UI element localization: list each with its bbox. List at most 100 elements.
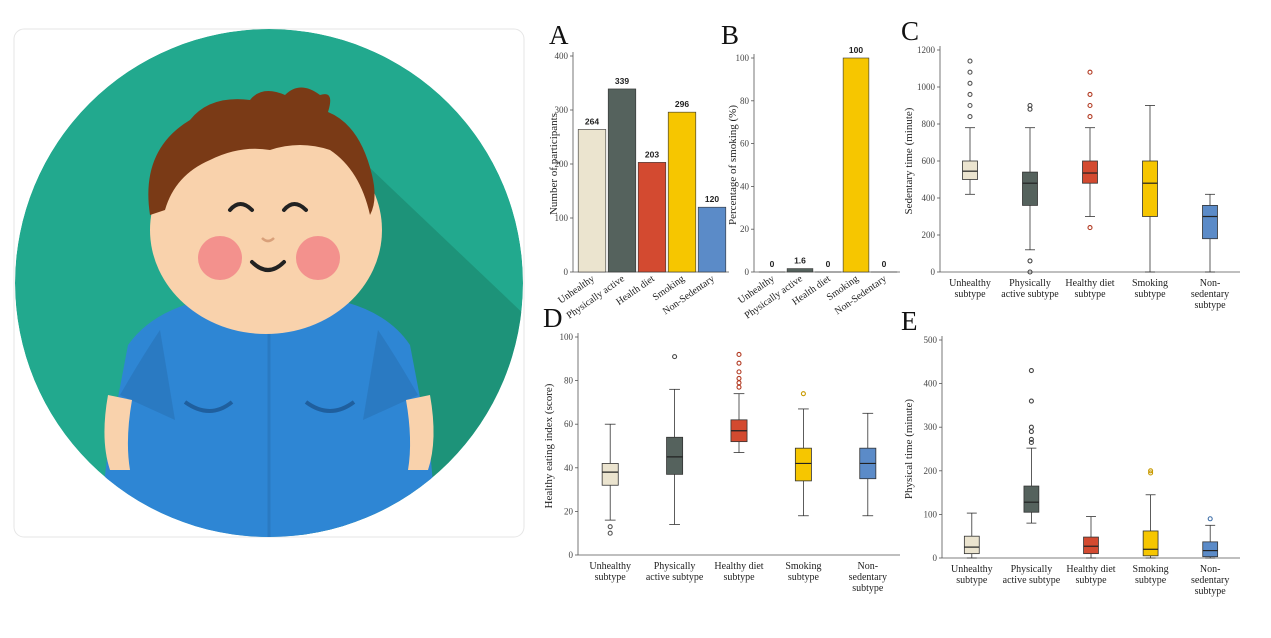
outlier-C-1-1	[1027, 269, 1033, 275]
y-tick-label-E: 100	[924, 509, 938, 519]
outlier-D-0-1	[607, 524, 613, 530]
y-tick-label-B: 80	[740, 96, 750, 106]
x-tick-label-E-1: Physically active subtype	[1003, 564, 1061, 586]
y-tick-label-A: 300	[555, 105, 569, 115]
data-label-A-1: 339	[615, 76, 629, 86]
y-tick-label-C: 800	[922, 119, 936, 129]
y-axis-label-A: Number of participants	[548, 113, 560, 215]
y-tick-label-A: 0	[564, 267, 569, 277]
y-tick-label-B: 0	[745, 267, 750, 277]
y-tick-label-B: 40	[740, 181, 750, 191]
outlier-C-0-5	[967, 58, 973, 64]
x-tick-label-C-2: Healthy diet subtype	[1065, 278, 1114, 300]
y-tick-label-C: 1200	[917, 45, 936, 55]
y-tick-label-E: 500	[924, 335, 938, 345]
outlier-C-0-3	[967, 80, 973, 86]
y-tick-label-C: 1000	[917, 82, 936, 92]
box-D-0	[601, 463, 619, 486]
outlier-D-2-4	[736, 360, 742, 366]
box-D-1	[666, 436, 684, 475]
y-tick-label-A: 200	[555, 159, 569, 169]
boy-character-icon	[13, 28, 525, 538]
y-tick-label-B: 100	[736, 53, 750, 63]
outlier-E-1-1	[1028, 436, 1034, 442]
y-axis-label-E: Physical time (minute)	[903, 399, 915, 500]
box-C-2	[1082, 160, 1098, 184]
data-label-A-0: 264	[585, 116, 599, 126]
y-tick-label-A: 400	[555, 51, 569, 61]
panel-letter-A: A	[549, 20, 569, 50]
panel-letter-C: C	[901, 16, 919, 46]
outlier-E-1-4	[1028, 398, 1034, 404]
data-label-B-4: 0	[882, 259, 887, 269]
box-E-4	[1202, 541, 1219, 558]
y-tick-label-D: 80	[564, 376, 574, 386]
outlier-C-1-0	[1027, 258, 1033, 264]
data-label-A-3: 296	[675, 99, 689, 109]
y-tick-label-D: 0	[569, 550, 574, 560]
bar-A-4	[697, 206, 727, 273]
y-tick-label-D: 60	[564, 419, 574, 429]
box-E-2	[1083, 536, 1099, 555]
y-tick-label-E: 0	[933, 553, 938, 563]
outlier-E-1-3	[1028, 424, 1034, 430]
panel-letter-B: B	[721, 20, 739, 50]
outlier-C-2-3	[1087, 91, 1093, 97]
y-tick-label-E: 300	[924, 422, 938, 432]
outlier-E-1-0	[1028, 439, 1034, 446]
outlier-D-2-2	[736, 375, 742, 381]
y-tick-label-E: 200	[924, 466, 938, 476]
x-tick-label-D-3: Smoking subtype	[785, 561, 821, 583]
data-label-B-3: 100	[849, 45, 863, 55]
panel-E: 0 100 200 300 400 500 Physical time (minute) E U…	[901, 306, 1240, 597]
outlier-C-1-3	[1027, 106, 1033, 112]
y-axis-label-C: Sedentary time (minute)	[903, 107, 915, 214]
outlier-C-2-1	[1087, 114, 1093, 120]
data-label-A-2: 203	[645, 149, 659, 159]
y-tick-label-D: 40	[564, 463, 574, 473]
data-label-B-0: 0	[770, 259, 775, 269]
y-tick-label-A: 100	[555, 213, 569, 223]
box-C-0	[962, 160, 978, 180]
y-tick-label-E: 400	[924, 379, 938, 389]
box-C-1	[1022, 171, 1038, 206]
outlier-C-2-4	[1087, 69, 1093, 75]
x-tick-label-A-4: Non-Sedentary	[661, 273, 717, 317]
outlier-E-3-0	[1148, 470, 1154, 476]
y-tick-label-C: 200	[922, 230, 936, 240]
outlier-D-2-0	[736, 384, 742, 390]
outlier-D-2-1	[736, 380, 742, 386]
y-tick-label-B: 60	[740, 139, 750, 149]
panel-C: 0 200 400 600 800 1000 1200 Sedentary time (min…	[901, 16, 1240, 311]
box-C-4	[1202, 204, 1218, 240]
outlier-E-1-2	[1028, 429, 1034, 435]
x-tick-label-E-4: Non-sedentary subtype	[1191, 564, 1229, 597]
x-tick-label-D-1: Physically active subtype	[646, 561, 704, 583]
bar-B-1	[786, 268, 814, 273]
outlier-D-0-0	[607, 530, 613, 536]
x-tick-label-C-0: Unhealthy subtype	[949, 278, 991, 300]
outlier-C-2-2	[1087, 102, 1093, 109]
data-label-A-4: 120	[705, 194, 719, 204]
y-axis-label-B: Percentage of smoking (%)	[727, 105, 739, 225]
outlier-E-1-5	[1028, 367, 1034, 374]
x-tick-label-E-3: Smoking subtype	[1133, 564, 1169, 586]
x-tick-label-E-0: Unhealthy subtype	[951, 564, 993, 586]
bar-A-2	[637, 162, 667, 273]
y-tick-label-D: 20	[564, 506, 574, 516]
panel-letter-D: D	[543, 303, 563, 333]
illustration-disc	[15, 29, 523, 537]
outlier-D-2-5	[736, 351, 742, 357]
box-E-0	[963, 535, 980, 555]
box-E-3	[1142, 530, 1159, 557]
x-tick-label-D-4: Non-sedentary subtype	[849, 561, 887, 594]
x-tick-label-C-1: Physically active subtype	[1001, 278, 1059, 300]
bar-A-0	[577, 129, 607, 273]
y-tick-label-C: 0	[931, 267, 936, 277]
bar-A-1	[607, 88, 637, 273]
bar-B-3	[842, 57, 870, 273]
outlier-C-0-1	[967, 102, 973, 109]
box-D-3	[794, 447, 812, 482]
outlier-C-0-0	[967, 114, 973, 120]
